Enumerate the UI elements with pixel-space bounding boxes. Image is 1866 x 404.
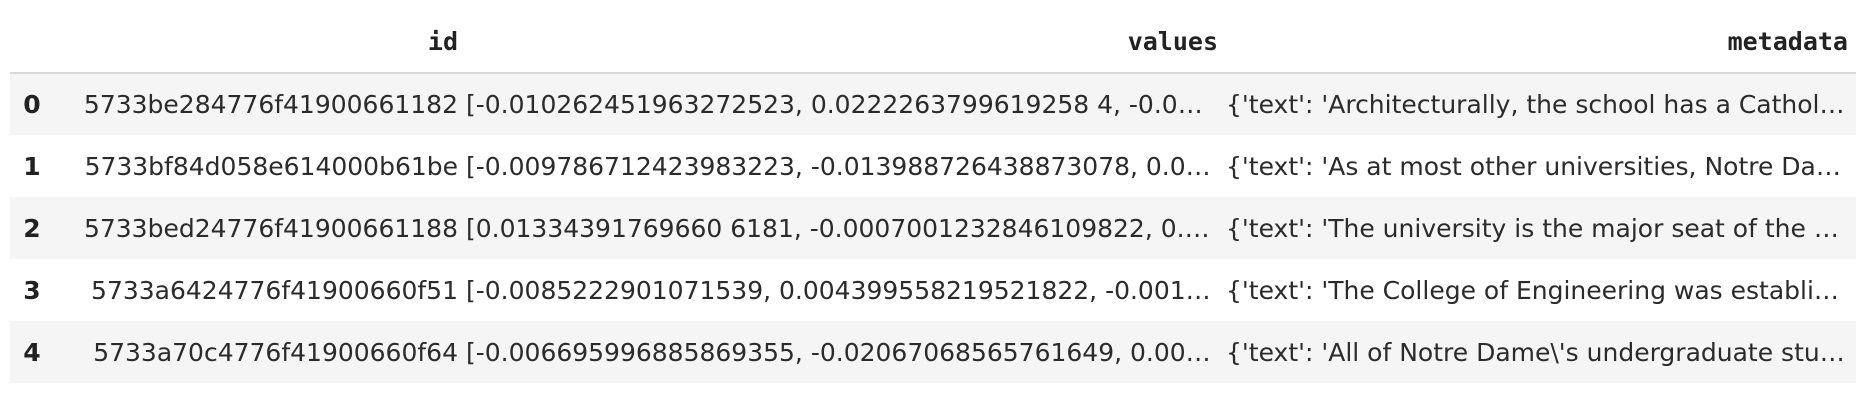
row-index: 4 [10, 321, 54, 383]
header-row: id values metadata [10, 10, 1856, 74]
metadata-column-header: metadata [1226, 10, 1856, 74]
metadata-cell: {'text': 'As at most other universities,… [1226, 135, 1856, 197]
values-cell: [-0.0085222901071539, 0.0043995582195218… [466, 259, 1226, 321]
values-cell: [-0.006695996885869355, -0.0206706856576… [466, 321, 1226, 383]
row-index: 2 [10, 197, 54, 259]
values-cell: [-0.010262451963272523, 0.02222637996192… [466, 73, 1226, 135]
table-row: 2 5733bed24776f41900661188 [0.0133439176… [10, 197, 1856, 259]
values-column-header: values [466, 10, 1226, 74]
id-cell: 5733a6424776f41900660f51 [54, 259, 466, 321]
metadata-cell: {'text': 'The university is the major se… [1226, 197, 1856, 259]
table-row: 4 5733a70c4776f41900660f64 [-0.006695996… [10, 321, 1856, 383]
metadata-cell: {'text': 'Architecturally, the school ha… [1226, 73, 1856, 135]
row-index: 3 [10, 259, 54, 321]
table-body: 0 5733be284776f41900661182 [-0.010262451… [10, 73, 1856, 383]
row-index: 0 [10, 73, 54, 135]
index-header [10, 10, 54, 74]
table-header: id values metadata [10, 10, 1856, 74]
id-cell: 5733be284776f41900661182 [54, 73, 466, 135]
metadata-cell: {'text': 'All of Notre Dame\'s undergrad… [1226, 321, 1856, 383]
id-cell: 5733bed24776f41900661188 [54, 197, 466, 259]
dataframe-table: id values metadata 0 5733be284776f419006… [10, 10, 1856, 383]
metadata-cell: {'text': 'The College of Engineering was… [1226, 259, 1856, 321]
id-cell: 5733a70c4776f41900660f64 [54, 321, 466, 383]
id-cell: 5733bf84d058e614000b61be [54, 135, 466, 197]
values-cell: [0.01334391769660 6181, -0.0007001232846… [466, 197, 1226, 259]
dataframe-output: id values metadata 0 5733be284776f419006… [10, 10, 1856, 383]
table-row: 1 5733bf84d058e614000b61be [-0.009786712… [10, 135, 1856, 197]
row-index: 1 [10, 135, 54, 197]
table-row: 3 5733a6424776f41900660f51 [-0.008522290… [10, 259, 1856, 321]
id-column-header: id [54, 10, 466, 74]
table-row: 0 5733be284776f41900661182 [-0.010262451… [10, 73, 1856, 135]
values-cell: [-0.009786712423983223, -0.0139887264388… [466, 135, 1226, 197]
